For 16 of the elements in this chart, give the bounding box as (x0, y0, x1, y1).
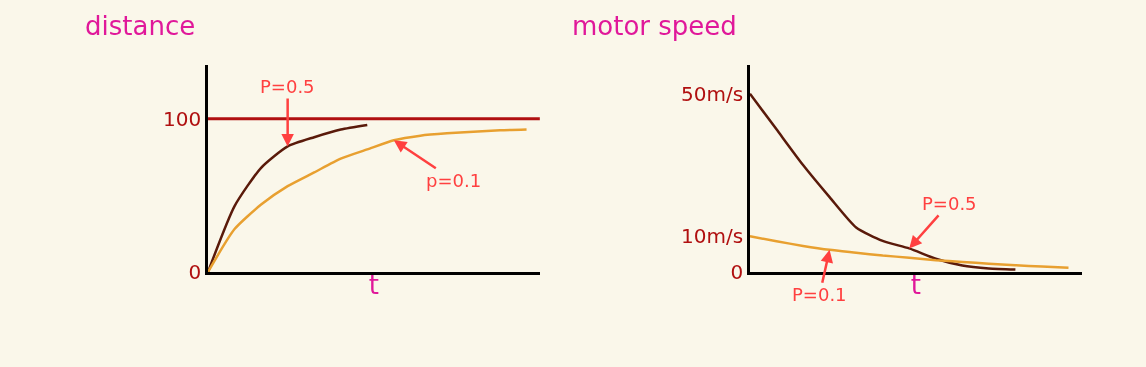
text: P=0.5 (260, 76, 315, 97)
line-series (749, 92, 1017, 271)
y-tick-label: 10m/s (681, 224, 744, 249)
y-tick-label: 50m/s (681, 81, 744, 106)
x-axis-title: t (368, 269, 380, 300)
line-series (208, 128, 528, 272)
x-axis-title: t (910, 269, 921, 300)
series-label: p=0.1 (426, 170, 482, 191)
y-tick-label: 0 (188, 259, 202, 284)
y-tick-label: 0 (730, 259, 744, 284)
text: P=0.5 (922, 193, 977, 214)
y-tick-label: 100 (163, 106, 202, 131)
line-series (749, 235, 1070, 269)
y-axis-title: distance (85, 11, 196, 41)
y-axis-title: motor speed (572, 11, 737, 41)
series-label: P=0.1 (792, 284, 847, 305)
